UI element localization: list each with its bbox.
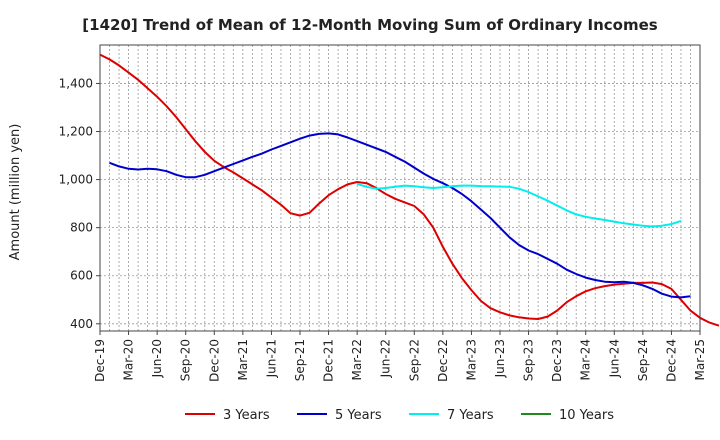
x-tick-label: Mar-21 bbox=[236, 339, 250, 380]
series-lines bbox=[99, 53, 720, 327]
x-tick-label: Jun-21 bbox=[264, 339, 278, 378]
x-tick-label: Mar-23 bbox=[464, 339, 478, 380]
x-tick-label: Sep-21 bbox=[293, 339, 307, 381]
y-axis-label: Amount (million yen) bbox=[8, 124, 23, 261]
x-tick-label: Sep-20 bbox=[179, 339, 193, 381]
x-tick-label: Mar-22 bbox=[350, 339, 364, 380]
x-tick-label: Sep-22 bbox=[407, 339, 421, 381]
y-axis-ticks: 400 600 800 1,000 1,200 1,400 bbox=[59, 76, 100, 331]
x-tick-label: Dec-21 bbox=[322, 339, 336, 382]
x-tick-label: Sep-23 bbox=[522, 339, 536, 381]
y-tick-label: 400 bbox=[70, 317, 93, 331]
x-tick-label: Jun-20 bbox=[150, 339, 164, 378]
series-line-5-years bbox=[109, 132, 691, 299]
x-axis-ticks: Dec-19 Mar-20 Jun-20 Sep-20 Dec-20 Mar-21 Jun-… bbox=[93, 331, 707, 382]
legend-label: 7 Years bbox=[447, 408, 494, 423]
grid bbox=[100, 45, 700, 331]
legend: 3 Years 5 Years 7 Years 10 Years bbox=[185, 408, 614, 423]
x-tick-label: Dec-19 bbox=[93, 339, 107, 382]
legend-label: 3 Years bbox=[223, 408, 270, 423]
x-tick-label: Jun-23 bbox=[493, 339, 507, 378]
x-tick-label: Dec-20 bbox=[207, 339, 221, 382]
chart-title: [1420] Trend of Mean of 12-Month Moving … bbox=[82, 16, 657, 34]
series-line-7-years bbox=[356, 182, 682, 228]
x-tick-label: Mar-24 bbox=[579, 339, 593, 380]
y-tick-label: 1,000 bbox=[59, 173, 93, 187]
x-tick-label: Jun-24 bbox=[607, 339, 621, 378]
y-tick-label: 600 bbox=[70, 269, 93, 283]
x-tick-label: Mar-25 bbox=[693, 339, 707, 380]
y-tick-label: 800 bbox=[70, 221, 93, 235]
x-tick-label: Mar-20 bbox=[122, 339, 136, 380]
y-tick-label: 1,200 bbox=[59, 125, 93, 139]
legend-label: 10 Years bbox=[559, 408, 614, 423]
x-tick-label: Jun-22 bbox=[379, 339, 393, 378]
y-tick-label: 1,400 bbox=[59, 76, 93, 90]
series-line-3-years bbox=[99, 53, 720, 327]
x-tick-label: Sep-24 bbox=[636, 339, 650, 381]
x-tick-label: Dec-22 bbox=[436, 339, 450, 382]
legend-label: 5 Years bbox=[335, 408, 382, 423]
x-tick-label: Dec-24 bbox=[664, 339, 678, 382]
plot-frame bbox=[99, 44, 701, 332]
x-tick-label: Dec-23 bbox=[550, 339, 564, 382]
